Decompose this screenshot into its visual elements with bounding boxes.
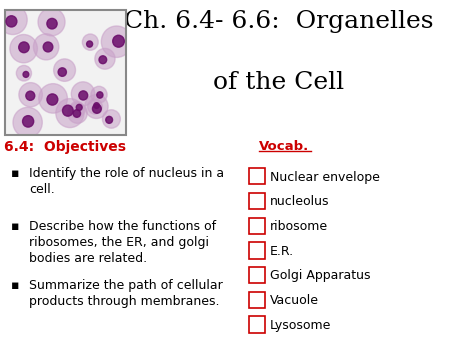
Text: 6.4:  Objectives: 6.4: Objectives <box>4 140 126 154</box>
Circle shape <box>86 41 93 47</box>
Text: ▪: ▪ <box>11 167 20 180</box>
Circle shape <box>16 66 32 81</box>
Circle shape <box>23 71 29 77</box>
Circle shape <box>99 56 107 64</box>
Text: nucleolus: nucleolus <box>270 195 329 208</box>
Bar <box>249 242 265 259</box>
Circle shape <box>95 48 115 69</box>
Circle shape <box>112 35 124 47</box>
Text: Describe how the functions of
ribosomes, the ER, and golgi
bodies are related.: Describe how the functions of ribosomes,… <box>29 220 216 265</box>
Circle shape <box>79 91 88 100</box>
Circle shape <box>97 92 103 98</box>
Bar <box>249 218 265 234</box>
Text: Lysosome: Lysosome <box>270 319 331 332</box>
Circle shape <box>54 59 76 81</box>
Text: Nuclear envelope: Nuclear envelope <box>270 171 379 184</box>
Circle shape <box>47 94 58 105</box>
Circle shape <box>38 8 65 36</box>
Circle shape <box>92 104 101 113</box>
Circle shape <box>68 103 87 123</box>
Bar <box>249 168 265 185</box>
Circle shape <box>19 42 29 53</box>
Circle shape <box>101 26 132 57</box>
Circle shape <box>0 5 27 34</box>
Bar <box>249 267 265 283</box>
Circle shape <box>103 110 120 128</box>
Circle shape <box>82 34 98 50</box>
Text: Vocab.: Vocab. <box>259 140 309 153</box>
Circle shape <box>106 116 112 123</box>
Circle shape <box>73 110 81 117</box>
Circle shape <box>56 99 84 128</box>
Bar <box>249 193 265 209</box>
Circle shape <box>10 34 37 63</box>
Circle shape <box>71 82 95 106</box>
Text: ribosome: ribosome <box>270 220 328 233</box>
Text: of the Cell: of the Cell <box>213 71 345 94</box>
Circle shape <box>94 103 99 108</box>
Circle shape <box>58 68 67 76</box>
Circle shape <box>47 18 57 29</box>
Text: Summarize the path of cellular
products through membranes.: Summarize the path of cellular products … <box>29 279 223 308</box>
Text: E.R.: E.R. <box>270 245 294 258</box>
Text: Ch. 6.4- 6.6:  Organelles: Ch. 6.4- 6.6: Organelles <box>124 10 434 33</box>
Circle shape <box>85 94 108 119</box>
Text: Vacuole: Vacuole <box>270 294 319 307</box>
Circle shape <box>19 82 42 107</box>
Circle shape <box>63 105 73 116</box>
Text: Golgi Apparatus: Golgi Apparatus <box>270 269 370 282</box>
Bar <box>249 316 265 333</box>
Circle shape <box>76 104 82 111</box>
Circle shape <box>39 83 68 113</box>
Circle shape <box>13 107 42 138</box>
Circle shape <box>69 102 85 118</box>
Text: ▪: ▪ <box>11 279 20 292</box>
Circle shape <box>88 99 102 114</box>
Bar <box>249 292 265 308</box>
Circle shape <box>91 86 107 103</box>
Circle shape <box>22 116 34 127</box>
Circle shape <box>43 42 53 52</box>
Text: ▪: ▪ <box>11 220 20 233</box>
Circle shape <box>33 34 59 60</box>
Circle shape <box>26 91 35 100</box>
Text: Identify the role of nucleus in a
cell.: Identify the role of nucleus in a cell. <box>29 167 225 196</box>
Circle shape <box>6 16 17 27</box>
